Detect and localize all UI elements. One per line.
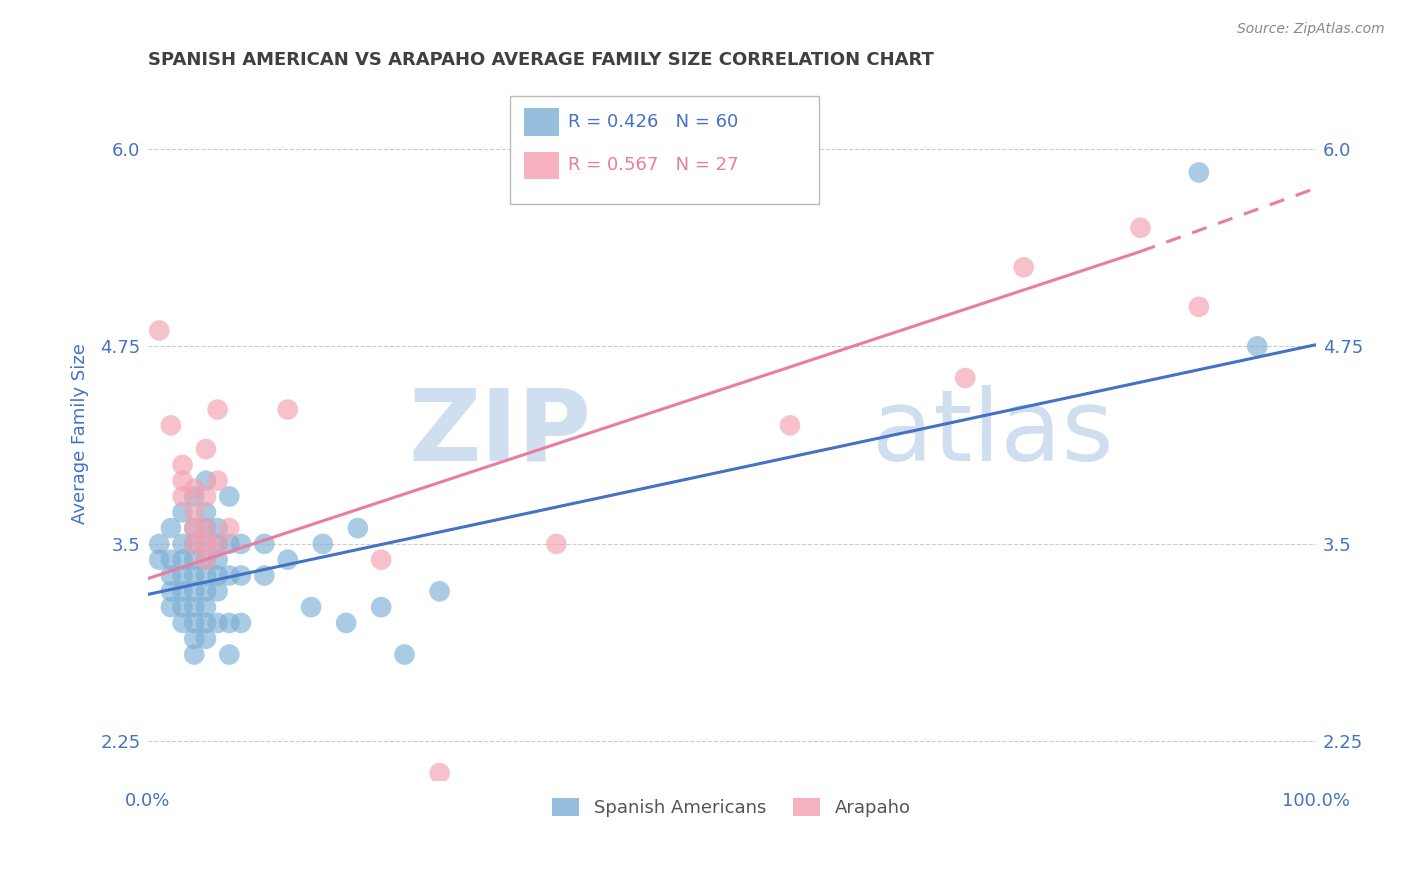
Point	[194, 632, 217, 646]
Point	[299, 600, 322, 615]
Text: Source: ZipAtlas.com: Source: ZipAtlas.com	[1237, 22, 1385, 37]
Point	[277, 552, 299, 566]
Point	[229, 568, 252, 582]
Point	[218, 521, 240, 535]
Point	[370, 600, 392, 615]
Point	[172, 537, 194, 551]
Point	[172, 615, 194, 630]
Point	[207, 537, 229, 551]
Point	[172, 552, 194, 566]
Legend: Spanish Americans, Arapaho: Spanish Americans, Arapaho	[546, 790, 918, 824]
FancyBboxPatch shape	[523, 109, 558, 136]
Point	[183, 568, 205, 582]
Point	[160, 568, 183, 582]
Point	[172, 474, 194, 488]
Point	[546, 537, 568, 551]
Point	[160, 418, 183, 433]
Point	[194, 537, 217, 551]
Point	[194, 584, 217, 599]
Point	[779, 418, 801, 433]
Point	[955, 371, 977, 385]
Point	[172, 458, 194, 472]
Point	[183, 505, 205, 519]
Point	[194, 568, 217, 582]
Point	[429, 766, 451, 780]
Text: atlas: atlas	[872, 384, 1114, 482]
Point	[183, 482, 205, 496]
Point	[218, 615, 240, 630]
Point	[194, 615, 217, 630]
Point	[335, 615, 357, 630]
Point	[172, 584, 194, 599]
Point	[218, 648, 240, 662]
Point	[1246, 339, 1268, 353]
Point	[194, 600, 217, 615]
FancyBboxPatch shape	[523, 152, 558, 179]
Point	[1129, 220, 1152, 235]
Point	[148, 552, 170, 566]
Point	[183, 615, 205, 630]
Point	[253, 537, 276, 551]
Point	[207, 615, 229, 630]
Point	[194, 537, 217, 551]
Point	[194, 521, 217, 535]
Point	[194, 442, 217, 456]
Point	[160, 552, 183, 566]
Point	[229, 537, 252, 551]
Point	[194, 474, 217, 488]
Point	[172, 505, 194, 519]
Point	[172, 568, 194, 582]
Point	[160, 600, 183, 615]
Point	[207, 552, 229, 566]
Point	[183, 632, 205, 646]
Point	[183, 648, 205, 662]
Point	[183, 521, 205, 535]
Point	[183, 537, 205, 551]
Point	[183, 521, 205, 535]
Y-axis label: Average Family Size: Average Family Size	[72, 343, 89, 524]
Point	[370, 552, 392, 566]
Point	[194, 552, 217, 566]
Text: SPANISH AMERICAN VS ARAPAHO AVERAGE FAMILY SIZE CORRELATION CHART: SPANISH AMERICAN VS ARAPAHO AVERAGE FAMI…	[148, 51, 934, 69]
Point	[207, 568, 229, 582]
Point	[1188, 165, 1211, 179]
Point	[183, 490, 205, 504]
Point	[394, 648, 416, 662]
Point	[172, 490, 194, 504]
Point	[312, 537, 335, 551]
Point	[218, 490, 240, 504]
Point	[207, 402, 229, 417]
Point	[194, 521, 217, 535]
Point	[229, 615, 252, 630]
Point	[277, 402, 299, 417]
Point	[148, 537, 170, 551]
Point	[183, 600, 205, 615]
Point	[172, 600, 194, 615]
Point	[194, 552, 217, 566]
Point	[207, 584, 229, 599]
Point	[429, 584, 451, 599]
Point	[218, 568, 240, 582]
Point	[346, 521, 368, 535]
Point	[207, 537, 229, 551]
Point	[183, 584, 205, 599]
Point	[253, 568, 276, 582]
FancyBboxPatch shape	[509, 96, 820, 203]
Point	[207, 474, 229, 488]
Point	[194, 490, 217, 504]
Point	[1188, 300, 1211, 314]
Point	[1012, 260, 1035, 275]
Point	[207, 521, 229, 535]
Point	[218, 537, 240, 551]
Point	[183, 552, 205, 566]
Text: R = 0.567   N = 27: R = 0.567 N = 27	[568, 156, 738, 175]
Point	[160, 584, 183, 599]
Point	[183, 537, 205, 551]
Point	[148, 324, 170, 338]
Text: R = 0.426   N = 60: R = 0.426 N = 60	[568, 112, 738, 131]
Point	[194, 505, 217, 519]
Point	[160, 521, 183, 535]
Text: ZIP: ZIP	[409, 384, 592, 482]
